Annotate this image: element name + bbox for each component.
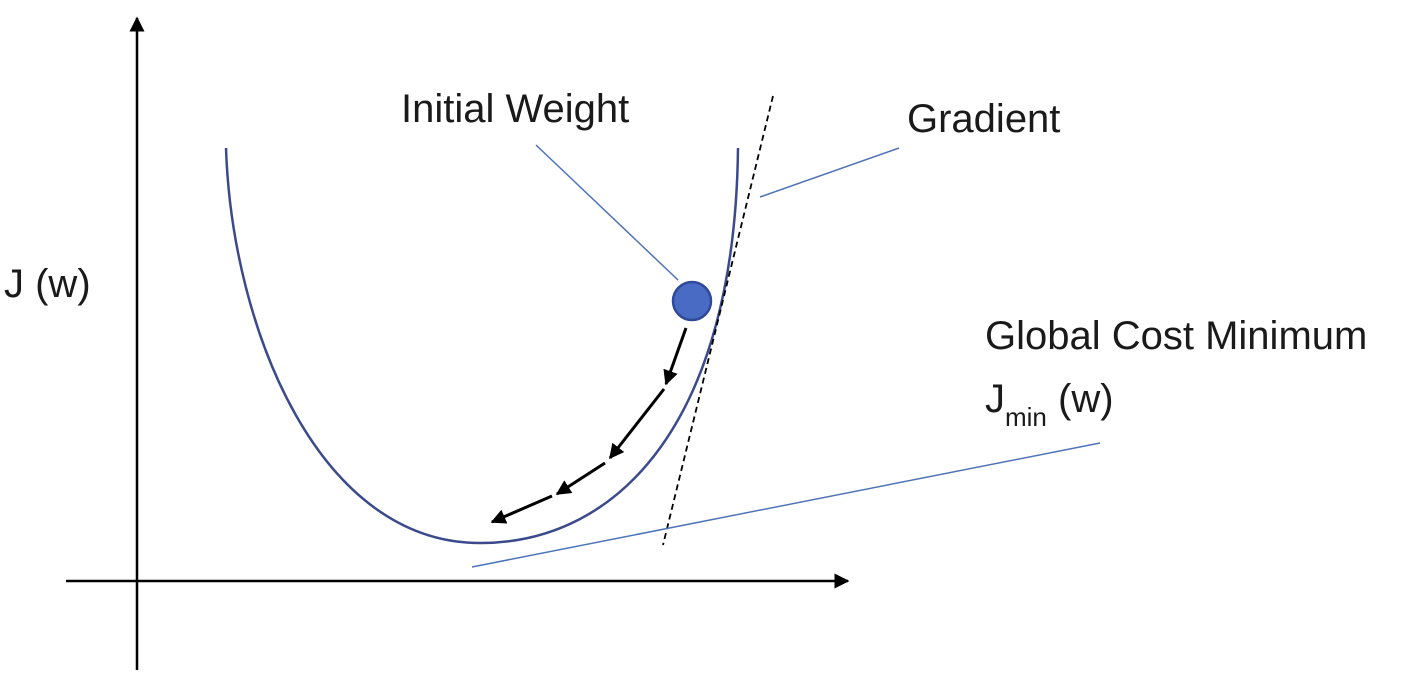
global-cost-minimum-label: Global Cost Minimum [985, 314, 1368, 358]
jmin-tail: (w) [1046, 377, 1114, 421]
global-minimum-leader [471, 442, 1101, 568]
descent-step-arrow [490, 494, 553, 524]
descent-step-arrow [555, 461, 606, 496]
gradient-label: Gradient [907, 97, 1061, 141]
descent-step-arrow [608, 388, 666, 460]
jmin-label: Jmin (w) [985, 377, 1114, 430]
jmin-subscript: min [1005, 402, 1047, 432]
y-axis-label: J (w) [4, 262, 91, 306]
initial-weight-label: Initial Weight [401, 87, 630, 131]
initial-weight-leader [535, 144, 679, 281]
jmin-base: J [985, 377, 1005, 421]
cost-curve [224, 147, 740, 545]
gradient-leader [759, 147, 900, 198]
descent-step-arrow [663, 327, 688, 386]
initial-weight-point [671, 280, 713, 322]
gradient-tangent-line [662, 95, 774, 546]
